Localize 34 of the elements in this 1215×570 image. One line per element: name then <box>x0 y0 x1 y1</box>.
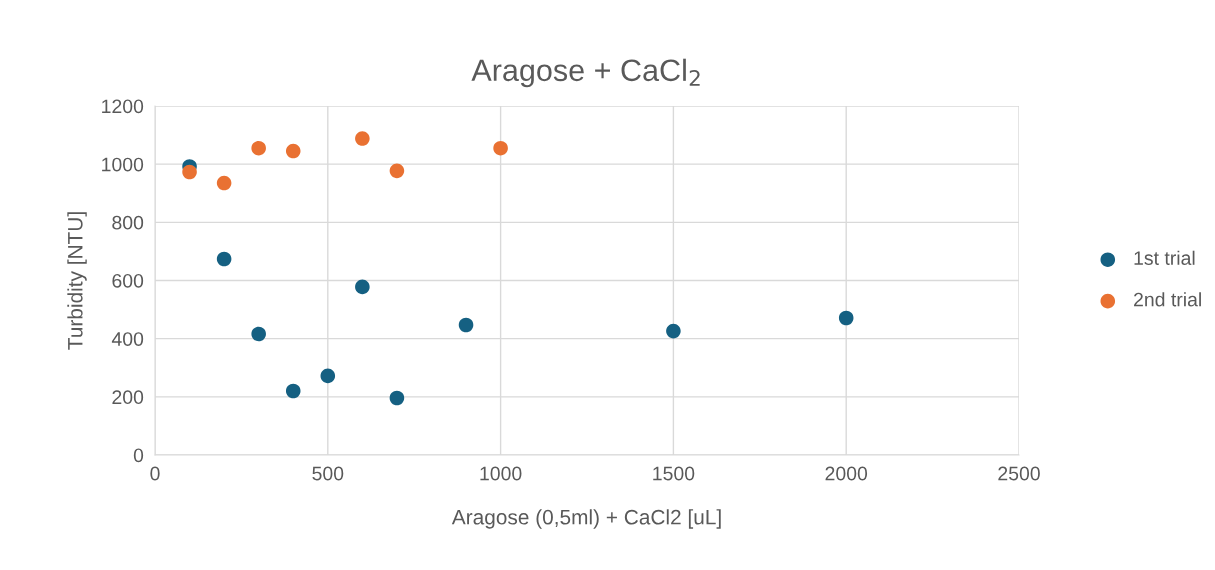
point <box>251 326 266 342</box>
point <box>320 368 336 384</box>
y-axis-title: Turbidity [NTU] <box>67 212 87 350</box>
legend-label: 2nd trial <box>1134 292 1201 307</box>
point <box>285 383 301 399</box>
y-tick-label: 1000 <box>102 157 144 172</box>
x-tick-label: 1000 <box>480 466 522 481</box>
x-tick-label: 500 <box>312 466 344 481</box>
y-tick-label: 0 <box>133 448 144 463</box>
point <box>216 175 232 191</box>
point <box>389 390 405 406</box>
point <box>389 163 405 179</box>
y-tick-label: 800 <box>112 215 144 230</box>
point <box>838 310 854 326</box>
legend-label: 1st trial <box>1134 250 1195 265</box>
y-tick-label: 400 <box>111 332 144 346</box>
point <box>355 131 370 146</box>
x-tick-label: 2500 <box>998 466 1040 481</box>
y-tick-label: 1200 <box>102 99 144 114</box>
x-axis-title: Aragose (0,5ml) + CaCl2 [uL] <box>451 509 721 529</box>
point <box>285 143 301 159</box>
y-tick-label: 200 <box>112 390 144 405</box>
point <box>251 140 266 156</box>
point <box>216 251 232 267</box>
y-tick-label: 600 <box>112 273 144 288</box>
point <box>182 164 197 180</box>
point <box>493 140 508 156</box>
point <box>458 317 474 333</box>
point <box>666 323 681 339</box>
chart-title: Aragose + CaCl$_{2}$ <box>471 58 700 88</box>
x-tick-label: 1500 <box>653 466 695 481</box>
x-tick-label: 2000 <box>825 466 868 481</box>
x-tick-label: 0 <box>150 466 160 481</box>
point <box>355 279 370 295</box>
